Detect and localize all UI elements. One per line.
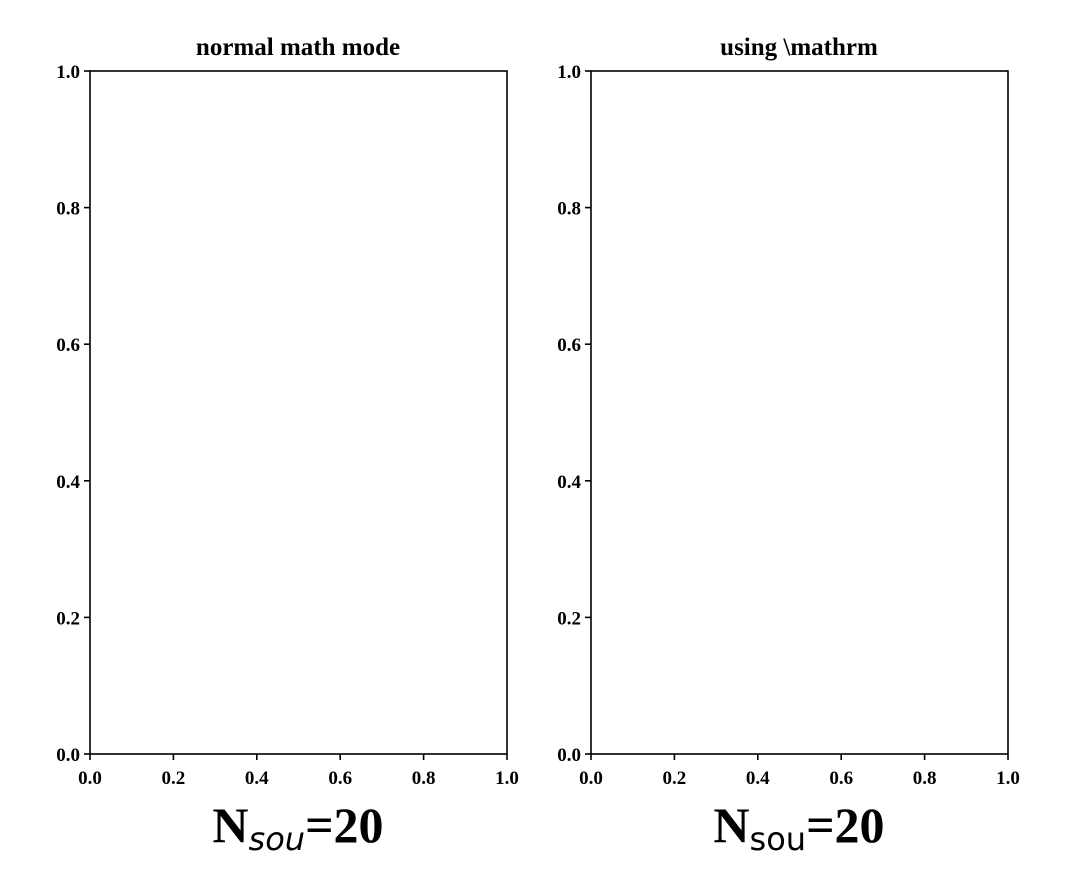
x-tick-label: 0.8 — [913, 768, 937, 789]
y-tick-label: 0.2 — [557, 608, 581, 629]
y-tick-label: 0.0 — [56, 745, 80, 766]
x-tick-label: 0.4 — [746, 768, 770, 789]
x-ticks: 0.0 0.2 0.4 0.6 0.8 1.0 — [579, 754, 1020, 789]
x-axis-label: Nsou=20 — [212, 797, 383, 858]
y-tick-label: 0.0 — [557, 745, 581, 766]
x-tick-label: 0.8 — [412, 768, 436, 789]
x-axis-label-subscript: sou — [750, 820, 807, 858]
subplot-title: using \mathrm — [720, 34, 878, 61]
subplot-left: normal math mode 0.0 0.2 0.4 0.6 0.8 1.0 0.00… — [56, 34, 519, 858]
y-tick-label: 0.8 — [557, 199, 581, 220]
y-tick-label: 0.4 — [557, 472, 581, 493]
x-axis-label-suffix: =20 — [806, 797, 885, 853]
x-axis-label-suffix: =20 — [305, 797, 384, 853]
y-tick-label: 0.6 — [557, 335, 581, 356]
x-axis-label: Nsou=20 — [713, 797, 884, 858]
x-tick-label: 1.0 — [495, 768, 519, 789]
axes-frame — [89, 70, 508, 755]
y-ticks: 0.0 0.2 0.4 0.6 0.8 1.0 — [557, 62, 591, 766]
subplot-right: using \mathrm 0.0 0.2 0.4 0.6 0.8 1.0 0.00.20… — [557, 34, 1020, 858]
x-axis-label-base: N — [713, 797, 749, 853]
y-tick-label: 0.8 — [56, 199, 80, 220]
y-tick-label: 1.0 — [56, 62, 80, 83]
x-tick-label: 0.2 — [162, 768, 186, 789]
x-tick-label: 1.0 — [996, 768, 1020, 789]
y-tick-label: 0.4 — [56, 472, 80, 493]
y-ticks: 0.0 0.2 0.4 0.6 0.8 1.0 — [56, 62, 90, 766]
x-ticks: 0.0 0.2 0.4 0.6 0.8 1.0 — [78, 754, 519, 789]
subplot-title: normal math mode — [196, 34, 400, 61]
x-tick-label: 0.0 — [579, 768, 603, 789]
y-tick-label: 1.0 — [557, 62, 581, 83]
x-tick-label: 0.6 — [829, 768, 853, 789]
axes-frame — [590, 70, 1009, 755]
y-tick-label: 0.2 — [56, 608, 80, 629]
x-tick-label: 0.2 — [663, 768, 687, 789]
y-tick-label: 0.6 — [56, 335, 80, 356]
x-tick-label: 0.0 — [78, 768, 102, 789]
x-axis-label-subscript: sou — [249, 820, 306, 858]
x-axis-label-base: N — [212, 797, 248, 853]
x-tick-label: 0.6 — [328, 768, 352, 789]
x-tick-label: 0.4 — [245, 768, 269, 789]
